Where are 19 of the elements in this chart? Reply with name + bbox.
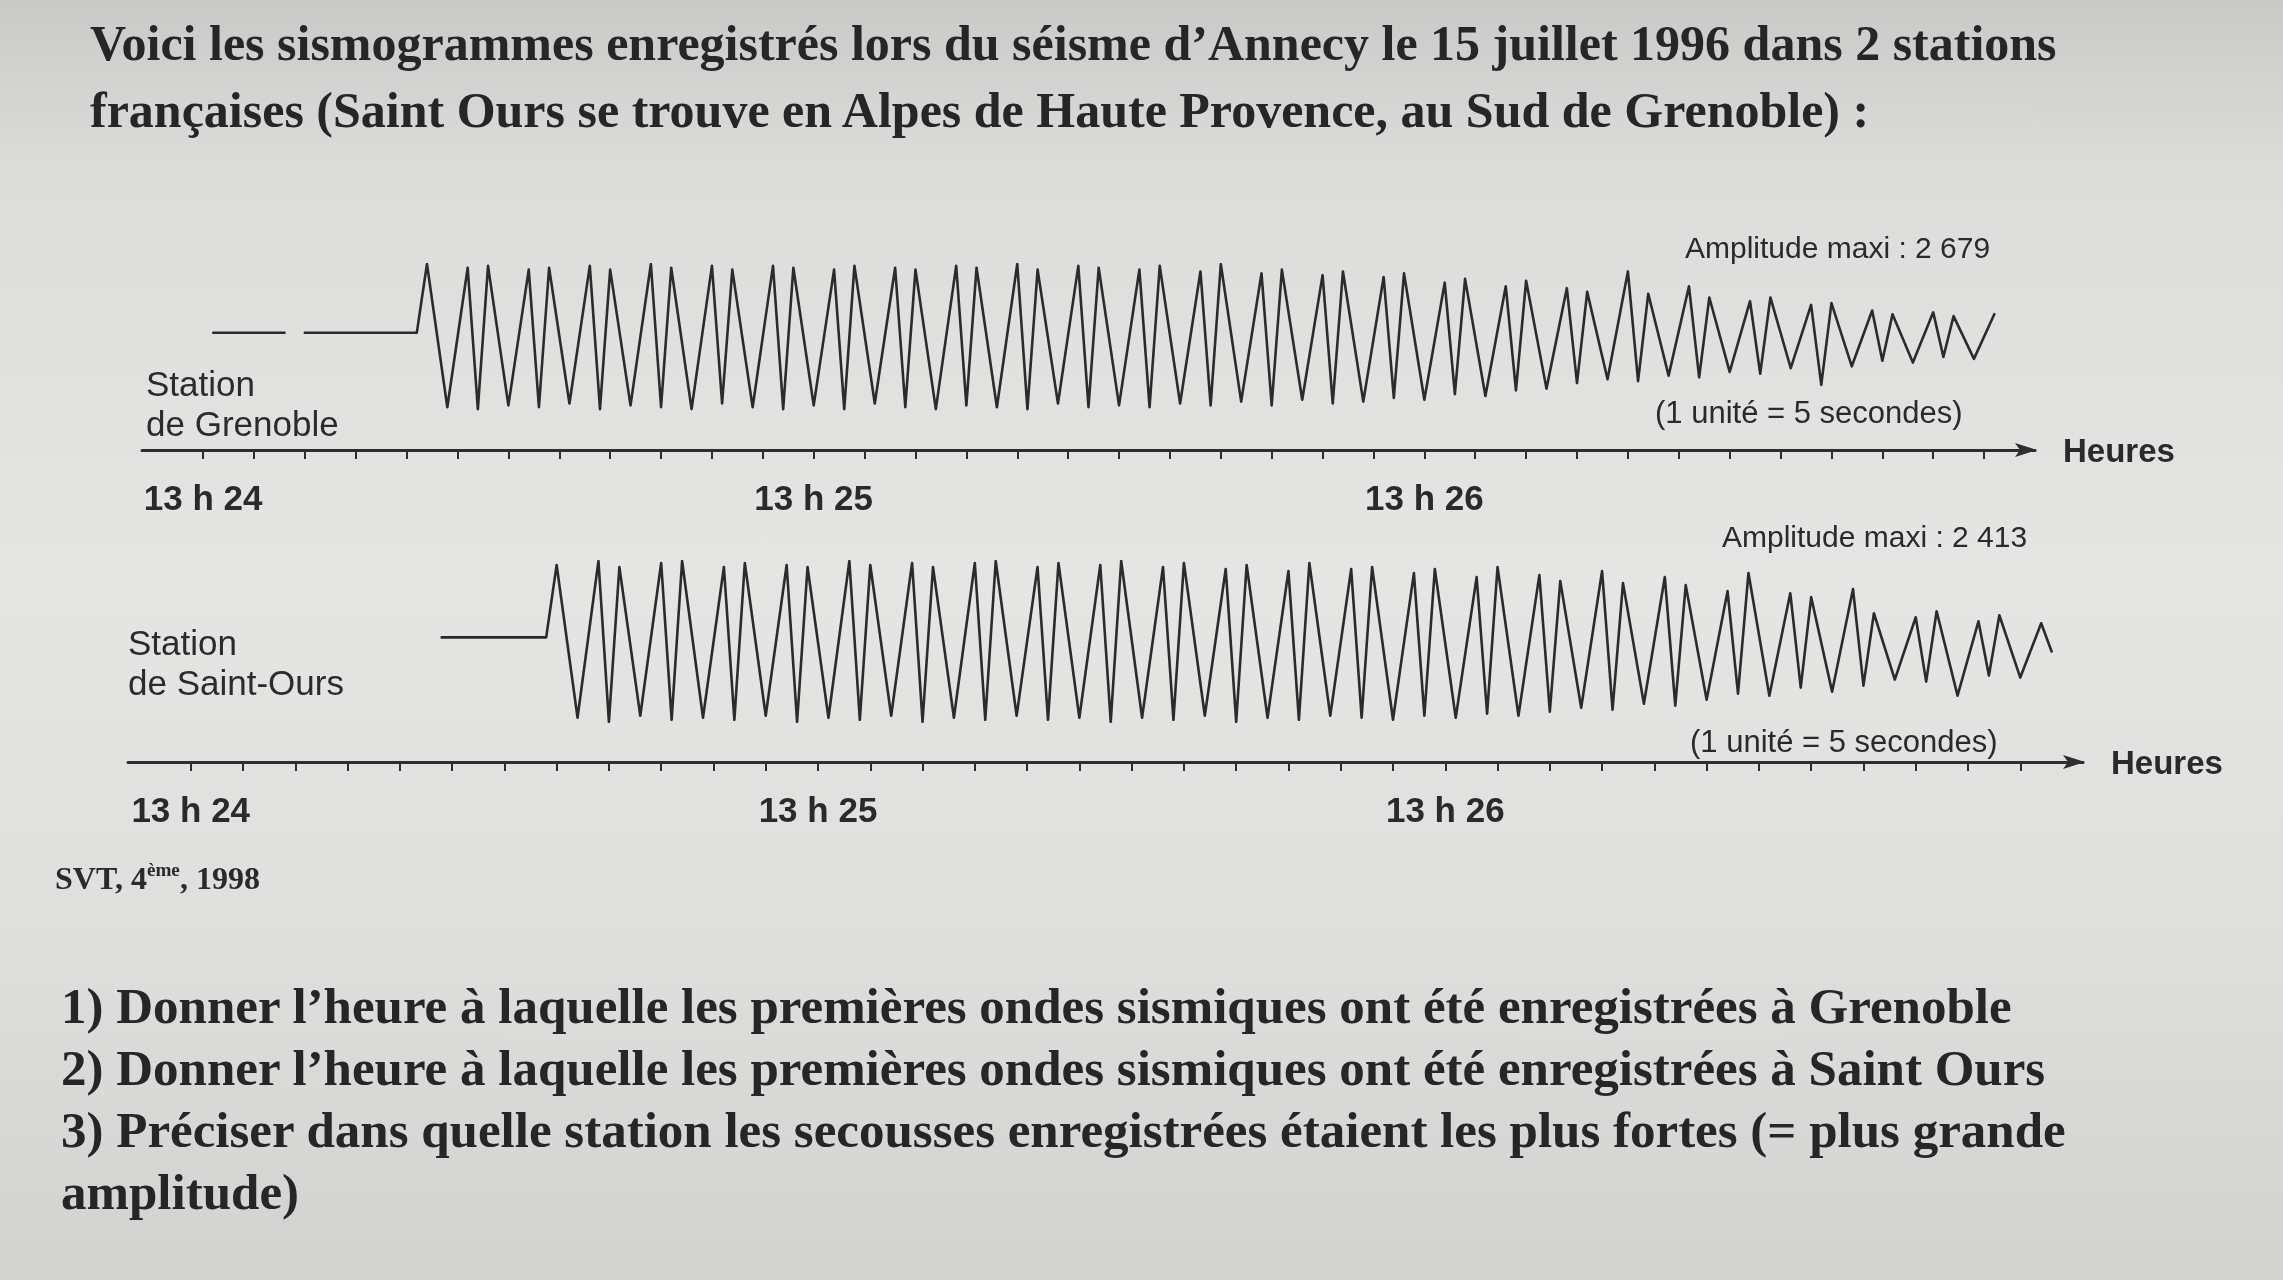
x-tick-label: 13 h 25 bbox=[754, 478, 874, 517]
x-tick-label: 13 h 25 bbox=[758, 790, 878, 829]
text: SVT, 4$^{ème}$, 1998 bbox=[55, 858, 260, 896]
series-label: Station de Grenoble bbox=[146, 364, 339, 444]
annotation: Amplitude maxi : 2 679 bbox=[1685, 231, 1991, 264]
text: 1) Donner l’heure à laquelle les premières ondes sismiques ont été enregistrées à Grenoble bbox=[61, 977, 2013, 1036]
x-tick-label: 13 h 26 bbox=[1385, 790, 1505, 829]
annotation: (1 unité = 5 secondes) bbox=[1690, 724, 1998, 759]
x-axis-title: Heures bbox=[2111, 743, 2223, 781]
x-tick-label: 13 h 24 bbox=[131, 790, 251, 829]
x-tick-label: 13 h 24 bbox=[143, 478, 263, 517]
annotation: (1 unité = 5 secondes) bbox=[1655, 395, 1963, 430]
text: 2) Donner l’heure à laquelle les premières ondes sismiques ont été enregistrées à Saint Ours bbox=[61, 1039, 2047, 1098]
x-tick-label: 13 h 26 bbox=[1365, 478, 1484, 517]
chart-title: Voici les sismogrammes enregistrés lors du séisme d’Annecy le 15 juillet 1996 dans 2 stations françaises (Saint Ours se trouve en Alpes de Haute Provence, au Sud de Grenoble) : bbox=[90, 14, 2058, 140]
x-axis-title: Heures bbox=[2063, 431, 2175, 469]
text: 3) Préciser dans quelle station les secousses enregistrées étaient les plus fortes (= plus grande amplitude) bbox=[61, 1101, 2067, 1222]
text: Station de Saint-Ours bbox=[128, 623, 344, 703]
text: Amplitude maxi : 2 413 bbox=[1722, 520, 2028, 553]
